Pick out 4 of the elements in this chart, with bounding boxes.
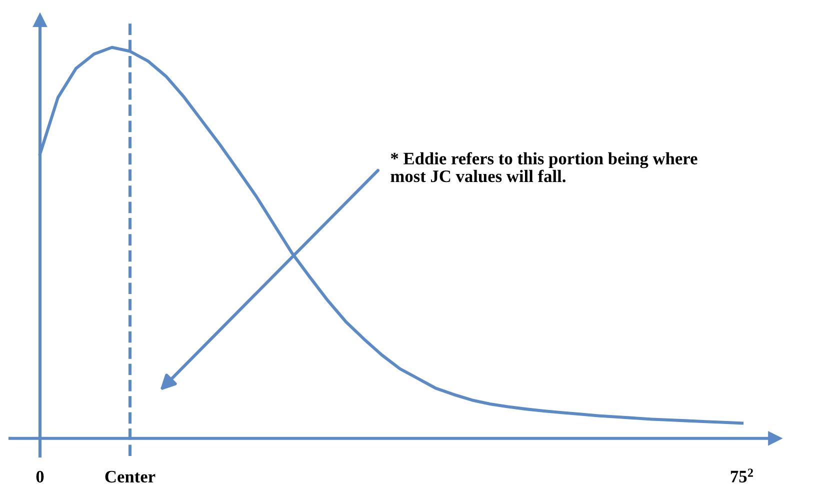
- x-tick-label: Center: [105, 470, 156, 483]
- x-tick-label: 75$^{2}$: [730, 468, 753, 482]
- annotation: * Eddie refers to this portion being where most JC values will fall.: [390, 152, 698, 182]
- x-tick-label: 0: [36, 470, 44, 483]
